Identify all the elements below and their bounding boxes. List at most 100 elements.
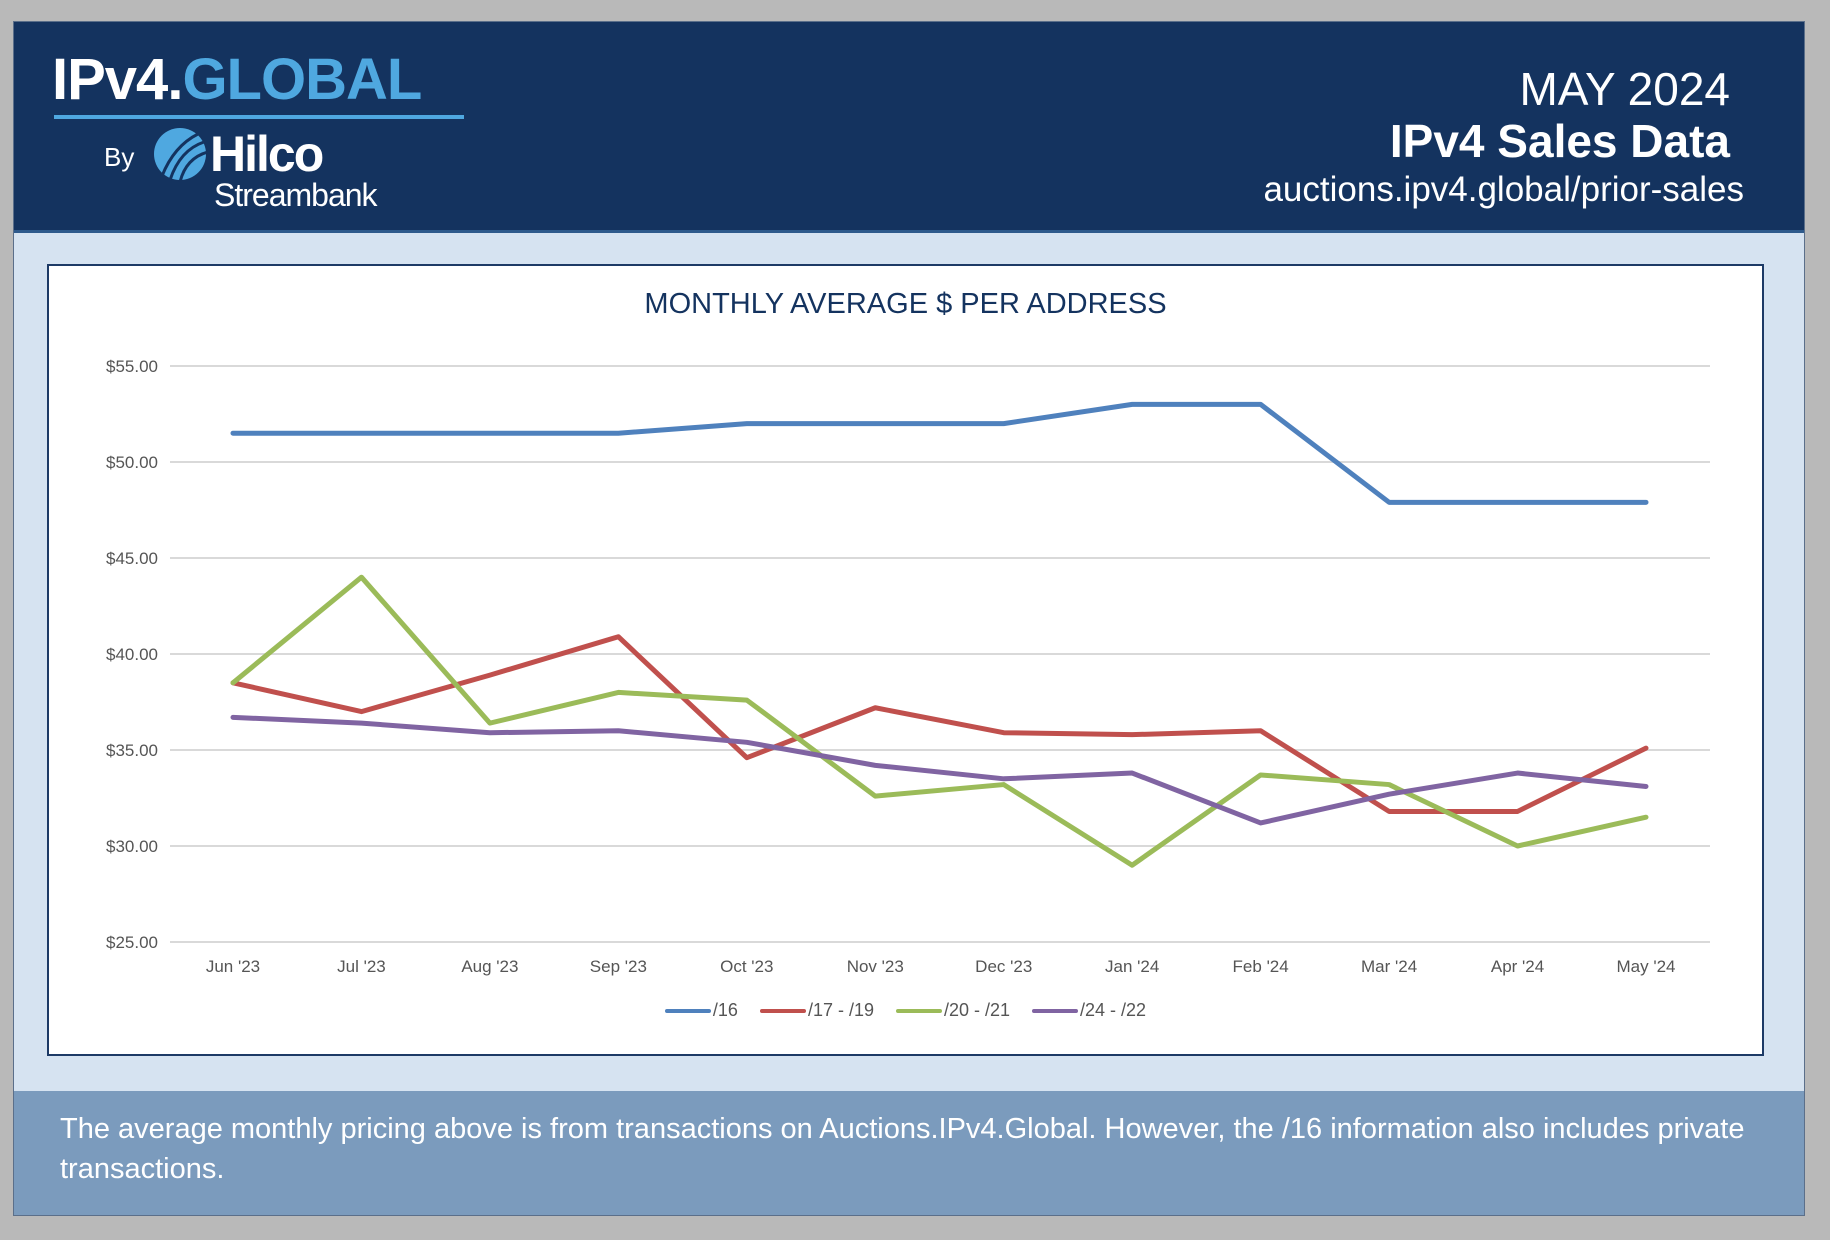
series-line-2 <box>230 574 1649 868</box>
x-tick-label: Nov '23 <box>847 957 904 976</box>
data-point <box>1517 810 1519 812</box>
data-point <box>1388 793 1390 795</box>
data-point <box>360 711 362 713</box>
legend-label: /20 - /21 <box>943 1000 1011 1020</box>
data-point <box>360 722 362 724</box>
data-point <box>746 423 748 425</box>
data-point <box>1388 501 1390 503</box>
y-tick-label: $55.00 <box>106 357 158 376</box>
data-point <box>360 576 362 578</box>
legend-label: /17 - /19 <box>807 1000 874 1020</box>
data-point <box>232 432 234 434</box>
legend-swatch <box>664 1008 711 1013</box>
report-month: MAY 2024 <box>1519 63 1730 115</box>
data-point <box>1645 785 1647 787</box>
y-tick-label: $50.00 <box>106 453 158 472</box>
data-point <box>1131 864 1133 866</box>
data-point <box>617 691 619 693</box>
data-point <box>1260 730 1262 732</box>
data-point <box>1388 784 1390 786</box>
legend-swatch <box>895 1008 942 1013</box>
x-tick-label: May '24 <box>1617 957 1676 976</box>
y-tick-label: $25.00 <box>106 933 158 952</box>
data-point <box>1260 822 1262 824</box>
x-tick-label: Apr '24 <box>1491 957 1544 976</box>
logo-by: By <box>104 142 135 172</box>
data-point <box>874 764 876 766</box>
data-point <box>1003 784 1005 786</box>
logo-global: GLOBAL <box>182 47 422 112</box>
footer: The average monthly pricing above is fro… <box>14 1091 1804 1215</box>
x-tick-label: Dec '23 <box>975 957 1032 976</box>
logo-ipv4: IPv4. <box>52 47 183 112</box>
series-line-1 <box>230 634 1649 814</box>
legend-item: /24 - /22 <box>1032 1000 1146 1021</box>
data-point <box>360 432 362 434</box>
legend-swatch <box>759 1008 806 1013</box>
data-point <box>1517 501 1519 503</box>
data-point <box>232 716 234 718</box>
data-point <box>617 730 619 732</box>
legend-item: /20 - /21 <box>895 1000 1011 1021</box>
data-point <box>874 423 876 425</box>
legend-swatch <box>1032 1008 1079 1013</box>
x-tick-label: Mar '24 <box>1361 957 1417 976</box>
x-tick-label: Oct '23 <box>720 957 773 976</box>
chart-title: MONTHLY AVERAGE $ PER ADDRESS <box>644 288 1167 320</box>
series-line-0 <box>230 401 1649 505</box>
y-tick-label: $40.00 <box>106 645 158 664</box>
line-chart: $25.00 $30.00 $35.00 $40.00 $45.00 $50.00 $55.… <box>106 357 1710 976</box>
ipv4-global-logo: IPv4.GLOBAL <box>52 46 422 113</box>
data-point <box>874 707 876 709</box>
header: IPv4.GLOBAL By Hilco Streambank MAY 2024… <box>14 22 1804 233</box>
data-point <box>489 722 491 724</box>
data-point <box>1003 423 1005 425</box>
data-point <box>489 432 491 434</box>
x-tick-label: Jan '24 <box>1105 957 1159 976</box>
hilco-mark-icon <box>154 128 208 182</box>
chart-legend: /16/17 - /19/20 - /21/24 - /22 <box>49 1000 1762 1021</box>
series-line-3 <box>230 714 1649 826</box>
data-point <box>874 795 876 797</box>
y-tick-label: $45.00 <box>106 549 158 568</box>
data-point <box>1260 403 1262 405</box>
data-point <box>617 636 619 638</box>
data-point <box>1645 747 1647 749</box>
legend-label: /24 - /22 <box>1080 1000 1147 1020</box>
legend-item: /16 <box>664 1000 738 1021</box>
report-title: IPv4 Sales Data <box>1389 115 1730 167</box>
data-point <box>1388 810 1390 812</box>
report-url[interactable]: auctions.ipv4.global/prior-sales <box>1263 170 1744 209</box>
chart-container: $25.00 $30.00 $35.00 $40.00 $45.00 $50.00 $55.… <box>47 264 1764 1056</box>
data-point <box>1131 772 1133 774</box>
data-point <box>1131 403 1133 405</box>
data-point <box>746 757 748 759</box>
data-point <box>1131 734 1133 736</box>
legend-label: /16 <box>712 1000 738 1020</box>
y-tick-label: $35.00 <box>106 741 158 760</box>
infographic-panel: IPv4.GLOBAL By Hilco Streambank MAY 2024… <box>13 21 1805 1216</box>
y-tick-label: $30.00 <box>106 837 158 856</box>
x-tick-label: Jul '23 <box>337 957 386 976</box>
x-tick-label: Aug '23 <box>461 957 518 976</box>
logo-streambank: Streambank <box>214 177 378 213</box>
x-tick-label: Jun '23 <box>206 957 260 976</box>
data-point <box>489 674 491 676</box>
data-point <box>617 432 619 434</box>
data-point <box>1645 501 1647 503</box>
data-point <box>1517 845 1519 847</box>
data-point <box>1003 732 1005 734</box>
data-point <box>746 741 748 743</box>
data-point <box>1517 772 1519 774</box>
data-point <box>746 699 748 701</box>
footer-note: The average monthly pricing above is fro… <box>60 1113 1745 1185</box>
x-tick-label: Feb '24 <box>1233 957 1289 976</box>
legend-item: /17 - /19 <box>759 1000 874 1021</box>
x-tick-label: Sep '23 <box>590 957 647 976</box>
logo-hilco: Hilco <box>210 126 324 182</box>
data-point <box>232 682 234 684</box>
data-point <box>489 732 491 734</box>
data-point <box>1003 778 1005 780</box>
data-point <box>1645 816 1647 818</box>
logo-underline <box>54 115 464 119</box>
